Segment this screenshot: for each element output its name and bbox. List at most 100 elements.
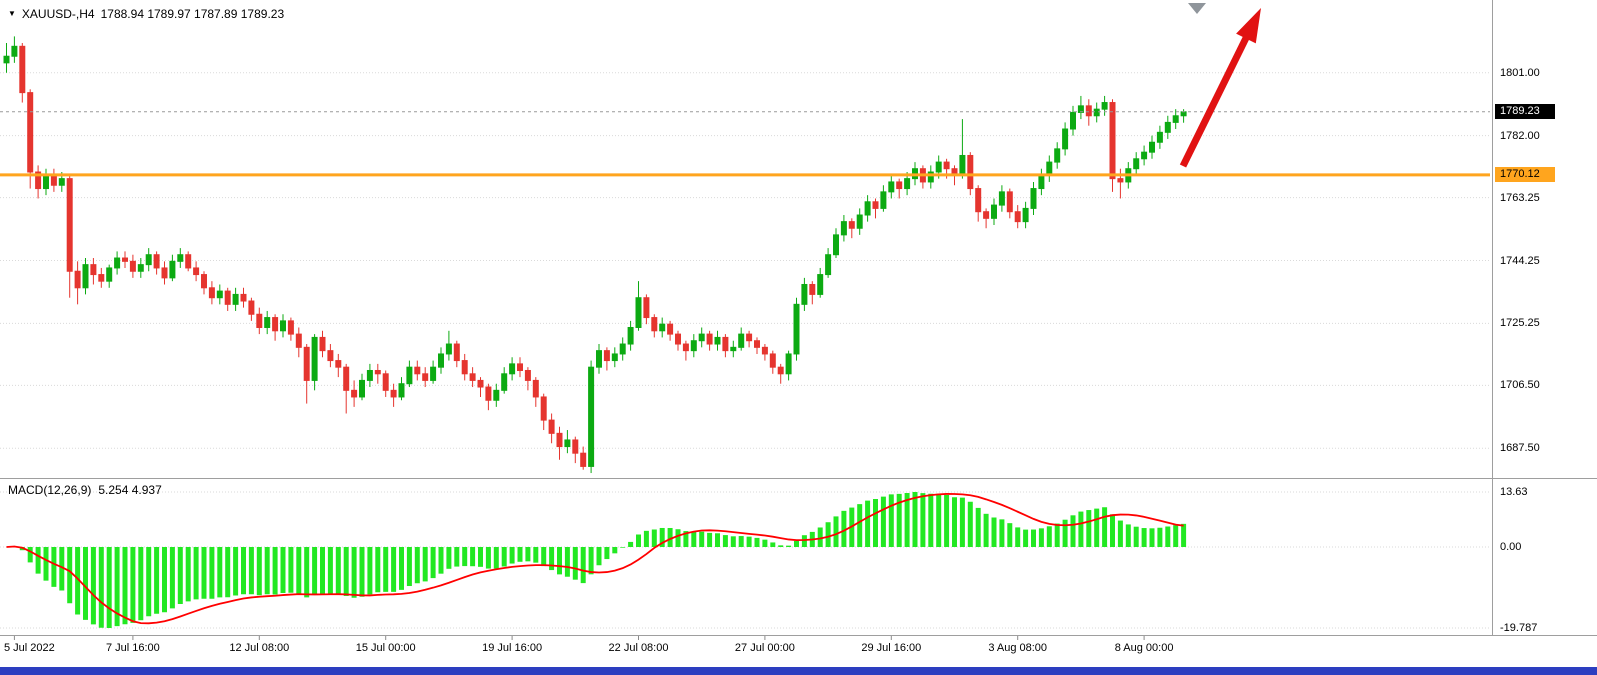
price-axis-label: 1706.50 — [1500, 379, 1540, 392]
candle-body — [161, 267, 168, 279]
macd-name: MACD(12,26,9) — [8, 483, 92, 497]
candle-body — [888, 181, 895, 193]
price-axis-label: 1744.25 — [1500, 254, 1540, 267]
candle-body — [374, 369, 381, 375]
candle-body — [572, 439, 579, 454]
time-axis[interactable]: 5 Jul 2022 7 Jul 16:00 12 Jul 08:00 15 Jul … — [0, 637, 1597, 663]
candle-body — [74, 270, 81, 289]
candle-body — [817, 274, 824, 295]
candle-body — [690, 340, 697, 352]
candle-body — [343, 366, 350, 391]
candle-body — [1164, 121, 1171, 133]
candle-body — [319, 336, 326, 352]
candle-body — [240, 293, 247, 302]
candle-body — [1030, 188, 1037, 209]
candle-body — [714, 336, 721, 345]
candle-body — [619, 343, 626, 355]
candle-body — [548, 419, 555, 434]
candle-body — [1077, 105, 1084, 113]
candle-body — [1133, 158, 1140, 170]
candle-body — [58, 178, 65, 186]
price-axis[interactable]: 1789.23 1770.12 1801.00 1782.00 1763.25 174… — [1493, 0, 1597, 636]
candle-body — [682, 343, 689, 352]
candle-body — [698, 333, 705, 342]
candle-body — [1038, 174, 1045, 190]
candle-body — [382, 373, 389, 391]
candle-body — [1109, 102, 1116, 180]
candle-body — [11, 45, 18, 57]
candle-body — [1149, 141, 1155, 153]
candle-body — [27, 92, 34, 173]
candle-body — [201, 274, 207, 289]
candle-body — [927, 171, 934, 183]
candle-body — [1070, 111, 1076, 130]
time-axis-label: 19 Jul 16:00 — [482, 642, 543, 654]
time-axis-label: 22 Jul 08:00 — [608, 642, 669, 654]
candle-body — [643, 297, 650, 319]
time-axis-label: 29 Jul 16:00 — [861, 642, 922, 654]
candle-body — [540, 396, 547, 421]
candle-body — [998, 191, 1005, 206]
candle-body — [185, 254, 192, 269]
candle-body — [991, 204, 997, 219]
candle-body — [177, 254, 184, 262]
macd-values: 5.254 4.937 — [98, 483, 162, 497]
candle-body — [366, 369, 373, 381]
candle-body — [904, 178, 911, 190]
candle-body — [983, 211, 990, 219]
candle-body — [1062, 128, 1069, 150]
candle-body — [153, 254, 160, 269]
candle-body — [485, 386, 492, 401]
candle-body — [359, 379, 365, 398]
candle-body — [1006, 191, 1013, 213]
candle-body — [746, 333, 753, 342]
candle-body — [864, 201, 871, 216]
candle-body — [398, 383, 405, 398]
candle-body — [390, 389, 397, 398]
candle-body — [1101, 102, 1108, 110]
candle-body — [19, 45, 26, 94]
candle-body — [216, 290, 223, 299]
candle-body — [311, 336, 318, 381]
candle-body — [169, 260, 176, 279]
price-axis-label: 1687.50 — [1500, 442, 1540, 455]
time-axis-label: 7 Jul 16:00 — [105, 642, 160, 654]
macd-indicator-label: MACD(12,26,9) 5.254 4.937 — [8, 483, 162, 497]
candle-body — [90, 264, 97, 276]
candle-body — [809, 283, 816, 295]
candle-body — [1141, 151, 1148, 160]
time-axis-label: 15 Jul 00:00 — [355, 642, 416, 654]
candle-body — [272, 317, 279, 332]
candle-body — [872, 201, 879, 209]
candle-body — [556, 432, 563, 448]
candle-body — [635, 297, 642, 328]
symbol-dropdown-icon[interactable]: ▼ — [8, 9, 16, 18]
candle-body — [880, 191, 887, 209]
candle-body — [706, 333, 713, 345]
candle-body — [801, 283, 808, 305]
trend-arrow-line[interactable] — [1179, 36, 1250, 168]
candle-body — [66, 178, 73, 272]
candle-body — [722, 336, 729, 352]
trend-arrow-head[interactable] — [1236, 8, 1261, 44]
candle-body — [777, 366, 784, 375]
hline-price-tag: 1770.12 — [1495, 166, 1555, 182]
candle-body — [295, 333, 302, 348]
macd-axis-label: 13.63 — [1500, 486, 1528, 498]
candle-body — [414, 366, 421, 375]
candle-body — [264, 317, 271, 328]
top-marker-icon — [1188, 3, 1206, 14]
candle-body — [1156, 131, 1163, 143]
current-price-tag: 1789.23 — [1495, 103, 1555, 119]
candle-body — [627, 326, 634, 345]
candle-body — [280, 320, 286, 332]
price-axis-label: 1725.25 — [1500, 317, 1540, 330]
candle-body — [1180, 111, 1187, 117]
candle-body — [335, 360, 342, 368]
macd-axis-label: -19.787 — [1500, 622, 1538, 634]
candle-body — [137, 264, 144, 272]
candle-body — [106, 267, 113, 282]
candle-body — [438, 353, 444, 368]
candle-body — [493, 389, 500, 401]
